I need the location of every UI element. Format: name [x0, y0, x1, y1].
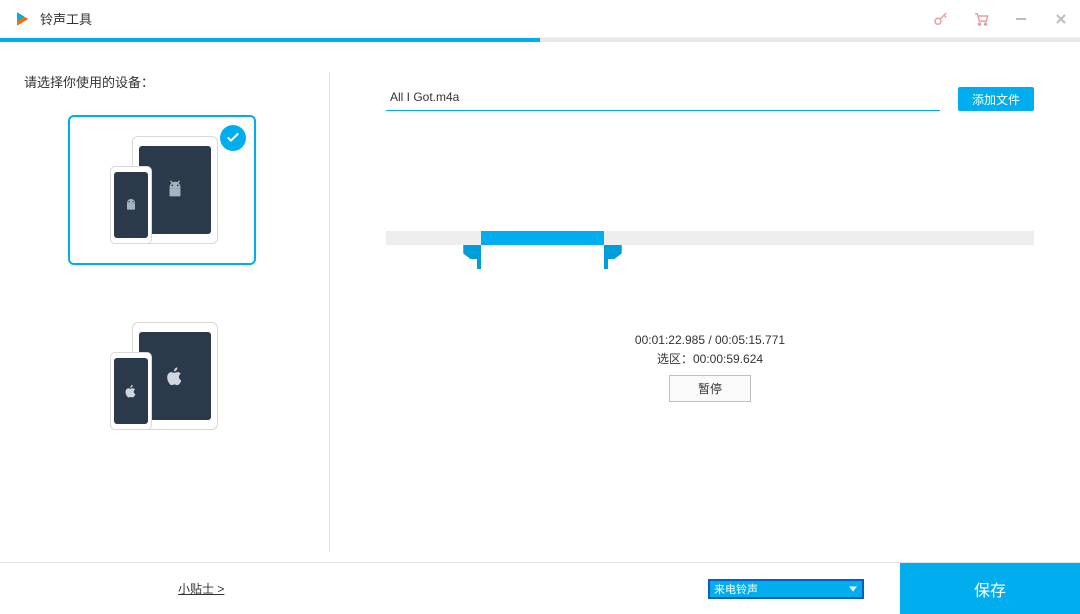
footer-right: 来电铃声 保存 [708, 563, 1080, 614]
slider-handle-end[interactable] [604, 245, 622, 269]
titlebar: 铃声工具 [0, 0, 1080, 38]
apple-devices-icon [102, 322, 222, 430]
footer: 小贴士 > 来电铃声 保存 [0, 562, 1080, 614]
window-title: 铃声工具 [40, 9, 92, 28]
slider-selection [481, 231, 603, 245]
selection-prefix: 选区： [657, 352, 693, 366]
pause-button[interactable]: 暂停 [669, 375, 751, 402]
editor-pane: 添加文件 00:01:22.985 / 00:05:15.771 选区：00:0… [330, 42, 1080, 562]
device-prompt: 请选择你使用的设备： [24, 72, 300, 91]
android-devices-icon [102, 136, 222, 244]
app-logo-icon [14, 10, 32, 28]
ringtone-type-value: 来电铃声 [714, 581, 758, 597]
selection-duration: 00:00:59.624 [693, 352, 763, 366]
device-option-apple[interactable] [68, 301, 256, 451]
checkmark-icon [220, 125, 246, 151]
selection-time: 选区：00:00:59.624 [386, 350, 1034, 369]
slider-handle-start[interactable] [463, 245, 481, 269]
main-area: 请选择你使用的设备： [0, 42, 1080, 562]
cart-icon[interactable] [972, 10, 990, 28]
tips-link[interactable]: 小贴士 > [178, 580, 224, 597]
save-button[interactable]: 保存 [900, 563, 1080, 614]
device-option-android[interactable] [68, 115, 256, 265]
filename-input[interactable] [386, 84, 940, 111]
close-button[interactable] [1052, 10, 1070, 28]
file-row: 添加文件 [386, 84, 1034, 111]
add-file-button[interactable]: 添加文件 [958, 87, 1034, 111]
titlebar-actions [932, 10, 1070, 28]
playback-time: 00:01:22.985 / 00:05:15.771 [386, 331, 1034, 350]
device-pane: 请选择你使用的设备： [0, 42, 330, 562]
minimize-button[interactable] [1012, 10, 1030, 28]
trim-slider[interactable] [386, 231, 1034, 291]
time-info: 00:01:22.985 / 00:05:15.771 选区：00:00:59.… [386, 331, 1034, 402]
key-icon[interactable] [932, 10, 950, 28]
ringtone-type-select[interactable]: 来电铃声 [708, 579, 864, 599]
